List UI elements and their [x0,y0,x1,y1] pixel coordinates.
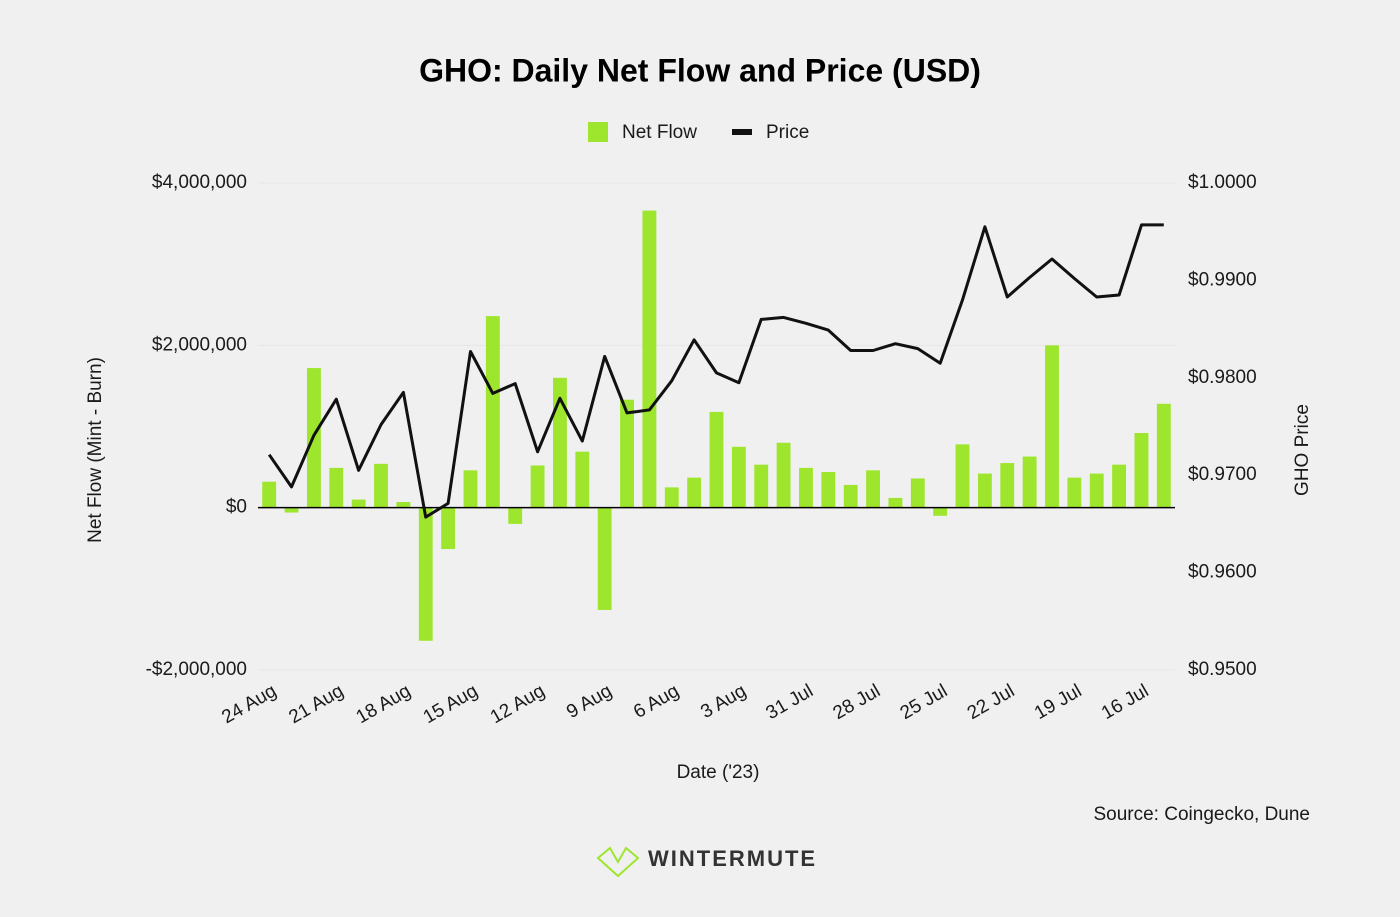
bar [754,464,769,508]
y-axis-title: Net Flow (Mint - Burn) [85,357,106,543]
bar [1089,473,1104,508]
bar [642,210,657,508]
bar [799,467,813,508]
bar [463,470,478,508]
bar [1067,477,1082,508]
bar [530,465,545,508]
bar [620,399,634,508]
y-tick-label: -$2,000,000 [146,659,247,680]
bar [687,477,702,508]
bar [1022,456,1037,508]
bar [1112,464,1127,508]
bar [977,473,992,508]
bar [910,478,925,508]
price-line [267,223,1164,519]
y2-tick-label: $1.0000 [1188,172,1257,193]
bar [508,507,523,524]
legend-swatch [732,129,752,135]
bar [1134,432,1149,508]
y-tick-label: $2,000,000 [152,334,247,355]
bar [441,507,456,550]
brand-logo: WINTERMUTE [596,846,817,878]
bar [284,507,299,513]
bar [351,499,366,508]
bar [485,316,500,508]
brand-name: WINTERMUTE [648,846,817,871]
bar [374,463,388,508]
bar [418,507,433,641]
y2-tick-label: $0.9700 [1188,464,1257,485]
legend-label: Price [766,122,809,143]
bar [821,471,836,508]
source-note: Source: Coingecko, Dune [1093,804,1310,825]
bar [597,507,612,610]
bar [396,501,411,508]
bar [933,507,948,516]
bar [776,442,791,508]
y2-tick-label: $0.9900 [1188,269,1257,290]
y2-tick-label: $0.9600 [1188,562,1257,583]
y2-tick-label: $0.9500 [1188,659,1257,680]
y2-axis-title: GHO Price [1292,404,1313,496]
bar [262,481,277,508]
bar [1000,463,1015,508]
chart-title: GHO: Daily Net Flow and Price (USD) [419,52,981,88]
legend-label: Net Flow [622,122,697,143]
y2-tick-label: $0.9800 [1188,367,1257,388]
logo-icon [596,846,640,878]
y-tick-label: $4,000,000 [152,172,247,193]
bar [1156,403,1171,508]
bar [955,444,970,508]
bar [329,467,344,508]
bar [1045,345,1059,508]
bar [709,411,724,508]
bar [731,446,746,508]
bar [888,497,903,508]
x-axis-title: Date ('23) [677,762,760,783]
y-tick-label: $0 [226,497,247,518]
legend-swatch [588,122,608,142]
bar [664,487,679,508]
bar [843,484,858,508]
bar [575,451,590,508]
bar [866,470,880,508]
